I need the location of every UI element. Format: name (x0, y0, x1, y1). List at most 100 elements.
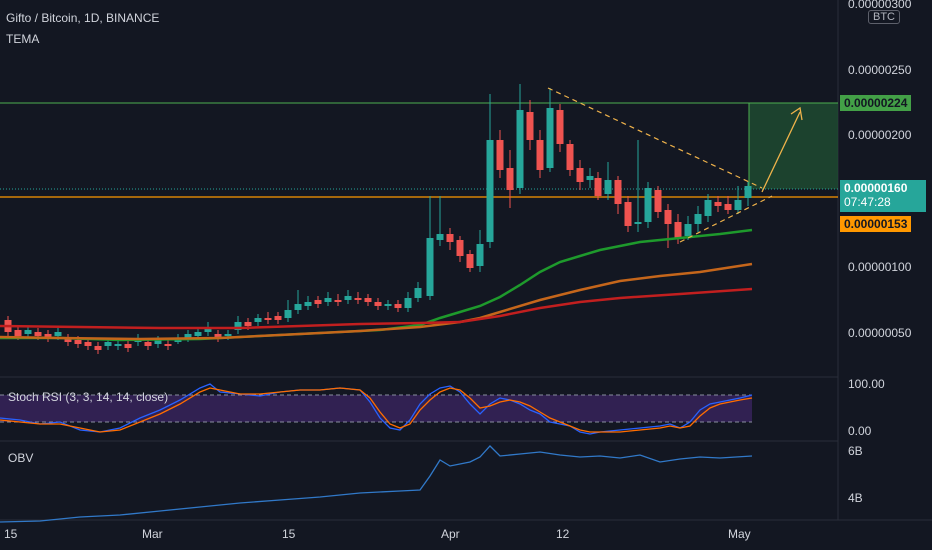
candle-body (304, 302, 312, 306)
candle-body (104, 342, 112, 346)
current-price-tag: 0.00000160 07:47:28 (840, 180, 926, 212)
candle-body (436, 234, 444, 240)
candle-body (506, 168, 514, 190)
candle-body (624, 202, 632, 226)
candle-body (526, 112, 534, 140)
time-tick: 15 (282, 527, 296, 541)
candle-body (704, 200, 712, 216)
target-zone (749, 103, 838, 189)
candle-body (354, 298, 362, 300)
candle-body (384, 304, 392, 306)
support-price-tag: 0.00000153 (840, 216, 912, 232)
target-price-tag: 0.00000224 (840, 95, 912, 111)
candle-body (214, 334, 222, 338)
breakout-arrow[interactable] (761, 111, 801, 193)
candle-body (264, 318, 272, 320)
candle-body (244, 322, 252, 326)
candle-body (364, 298, 372, 302)
candlesticks (4, 84, 752, 354)
candle-body (714, 202, 722, 206)
time-tick: May (728, 527, 751, 541)
candle-body (496, 140, 504, 170)
candle-body (254, 318, 262, 322)
candle-body (314, 300, 322, 304)
candle-body (674, 222, 682, 238)
candle-body (684, 224, 692, 236)
candle-body (664, 210, 672, 224)
price-tick: 0.00000200 (848, 128, 912, 142)
obv-line (0, 445, 753, 523)
time-tick: 12 (556, 527, 570, 541)
candle-body (694, 214, 702, 224)
candle-body (14, 330, 22, 336)
candle-body (566, 144, 574, 170)
candle-body (154, 340, 162, 344)
candle-body (546, 108, 554, 168)
candle-body (516, 110, 524, 188)
stoch-rsi-label: Stoch RSI (3, 3, 14, 14, close) (8, 390, 169, 404)
candle-body (54, 332, 62, 336)
candle-body (324, 298, 332, 302)
candle-body (486, 140, 494, 242)
candle-body (614, 180, 622, 204)
candle-body (594, 178, 602, 196)
candle-body (604, 180, 612, 194)
candle-body (644, 188, 652, 222)
candle-body (724, 204, 732, 210)
bar-countdown: 07:47:28 (844, 195, 891, 209)
candle-body (124, 344, 132, 348)
time-tick: Apr (441, 527, 460, 541)
time-tick: 15 (4, 527, 18, 541)
candle-body (144, 342, 152, 346)
price-tick: 0.00000300 (848, 0, 912, 11)
obv-label: OBV (8, 451, 34, 465)
candle-body (456, 240, 464, 256)
candle-body (224, 334, 232, 336)
currency-badge[interactable]: BTC (868, 10, 900, 24)
candle-body (466, 254, 474, 268)
candle-body (556, 110, 564, 144)
candle-body (414, 288, 422, 298)
candle-body (734, 200, 742, 210)
stoch-tick: 100.00 (848, 377, 885, 391)
candle-body (294, 304, 302, 310)
price-tick: 0.00000050 (848, 326, 912, 340)
candle-body (426, 238, 434, 296)
candle-body (274, 316, 282, 320)
indicator-label: TEMA (6, 32, 40, 46)
stoch-band (0, 395, 752, 422)
obv-tick: 4B (848, 491, 863, 505)
candle-body (476, 244, 484, 266)
candle-body (744, 186, 752, 198)
ema-slow-line (0, 287, 753, 330)
chart-title: Gifto / Bitcoin, 1D, BINANCE (6, 11, 160, 25)
stoch-tick: 0.00 (848, 424, 872, 438)
candle-body (536, 140, 544, 170)
candle-body (394, 304, 402, 308)
candle-body (576, 168, 584, 182)
candle-body (234, 322, 242, 330)
candle-body (654, 190, 662, 212)
candle-body (344, 296, 352, 300)
candle-body (34, 332, 42, 336)
candle-body (74, 340, 82, 344)
triangle-upper-trendline[interactable] (547, 87, 763, 189)
triangle-lower-trendline[interactable] (679, 195, 773, 243)
candle-body (84, 342, 92, 346)
candle-body (404, 298, 412, 308)
candle-body (44, 334, 52, 338)
candle-body (24, 330, 32, 334)
candle-body (194, 332, 202, 336)
stoch-k-line (0, 383, 753, 435)
price-tick: 0.00000100 (848, 260, 912, 274)
candle-body (114, 344, 122, 346)
candle-body (446, 234, 454, 242)
candle-body (374, 302, 382, 306)
time-tick: Mar (142, 527, 163, 541)
price-tick: 0.00000250 (848, 63, 912, 77)
candle-body (334, 300, 342, 302)
candle-body (184, 334, 192, 338)
candle-body (64, 338, 72, 342)
